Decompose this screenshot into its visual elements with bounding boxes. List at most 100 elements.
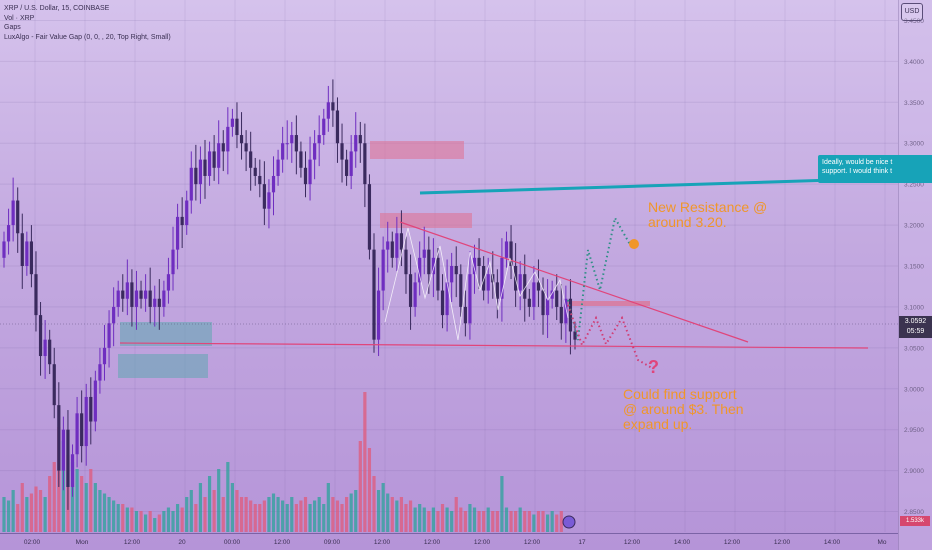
volume-bar — [207, 476, 212, 532]
candle — [43, 339, 47, 357]
volume-bar — [134, 511, 139, 532]
volume-bar — [500, 476, 504, 532]
volume-bar — [212, 490, 216, 532]
candle — [573, 331, 577, 340]
candle — [144, 290, 148, 299]
candle — [564, 298, 568, 324]
legend-volume[interactable]: Vol · XRP — [4, 14, 35, 22]
x-tick-label: 12:00 — [424, 539, 441, 546]
candle — [326, 102, 330, 119]
volume-bar — [253, 504, 257, 532]
x-tick-label: 00:00 — [224, 539, 241, 546]
candle — [367, 184, 372, 250]
candle — [386, 241, 390, 250]
volume-bar — [226, 462, 230, 532]
candle — [431, 257, 435, 275]
x-tick-label: 12:00 — [374, 539, 391, 546]
candle — [20, 233, 24, 266]
x-tick-label: 12:00 — [274, 539, 291, 546]
candle — [153, 298, 157, 307]
candle — [34, 274, 38, 316]
candle — [166, 274, 171, 291]
support-note-line-3: expand up. — [623, 416, 693, 432]
candle — [523, 274, 527, 299]
candle — [80, 413, 84, 447]
volume-bar — [89, 469, 93, 532]
volume-bar — [559, 511, 563, 532]
candle — [185, 200, 189, 226]
y-tick-label: 3.4000 — [904, 59, 924, 66]
resistance-note[interactable]: New Resistance @ around 3.20. — [648, 200, 767, 230]
volume-bar — [363, 392, 367, 532]
chart-legend: XRP / U.S. Dollar, 15, COINBASE Vol · XR… — [4, 4, 171, 42]
candle — [463, 306, 467, 324]
volume-bar — [372, 476, 376, 532]
support-note[interactable]: Could find support @ around $3. Then exp… — [623, 387, 744, 432]
candle — [244, 143, 248, 152]
candle — [450, 266, 454, 283]
drawings — [0, 176, 899, 529]
candle — [285, 143, 289, 145]
volume-bar — [418, 504, 422, 532]
volume-bar — [249, 500, 253, 532]
text-callout[interactable]: Ideally, would be nice t support. I woul… — [818, 155, 932, 183]
volume-bar — [472, 507, 477, 532]
volume-bar — [367, 448, 372, 532]
candle — [6, 225, 11, 242]
candle — [418, 257, 422, 283]
candle — [75, 413, 79, 455]
legend-symbol[interactable]: XRP / U.S. Dollar, 15, COINBASE — [4, 5, 110, 12]
candle — [477, 257, 481, 266]
volume-bar — [38, 490, 43, 532]
volume-bar — [545, 514, 550, 532]
candle — [198, 159, 203, 185]
candle — [11, 200, 15, 226]
candle — [354, 135, 358, 152]
candle — [322, 118, 326, 136]
volume-bar — [48, 476, 52, 532]
volume-bar — [11, 490, 15, 532]
volume-bar — [331, 497, 335, 532]
volume-bar — [189, 490, 193, 532]
candle — [408, 274, 413, 307]
candle — [98, 364, 102, 381]
volume-bar — [468, 504, 472, 532]
legend-fvg[interactable]: LuxAlgo - Fair Value Gap (0, 0, , 20, To… — [4, 33, 171, 41]
volume-bar — [459, 507, 463, 532]
time-axis[interactable] — [0, 533, 898, 550]
volume-bar — [345, 497, 349, 532]
candle — [331, 102, 335, 111]
candle — [189, 167, 193, 201]
volume-bar — [491, 511, 495, 532]
candle — [180, 216, 184, 226]
volume-bar — [482, 511, 486, 532]
candle — [48, 339, 52, 365]
currency-badge[interactable]: USD — [901, 3, 923, 21]
candle — [25, 241, 29, 266]
candle — [482, 266, 486, 291]
x-tick-label: 14:00 — [824, 539, 841, 546]
zigzag-pattern — [384, 227, 569, 341]
candle — [66, 429, 70, 487]
volume-bar — [157, 514, 161, 532]
volume-bar — [148, 511, 152, 532]
candle — [299, 151, 303, 168]
candle — [93, 380, 97, 422]
candle — [313, 143, 317, 160]
volume-bar — [116, 504, 120, 532]
resistance-note-line-1: New Resistance @ — [648, 199, 768, 215]
legend-gaps[interactable]: Gaps — [4, 24, 21, 31]
candle — [495, 282, 499, 299]
candle — [536, 282, 541, 291]
fvg-zone — [370, 141, 464, 159]
x-tick-label: Mon — [76, 539, 89, 546]
volume-bar — [354, 490, 358, 532]
price-axis[interactable] — [898, 0, 932, 550]
volume-bar — [477, 511, 481, 532]
fvg-zone — [566, 301, 650, 306]
candle — [171, 249, 175, 275]
candle — [253, 167, 257, 176]
volume-bar — [294, 504, 298, 532]
